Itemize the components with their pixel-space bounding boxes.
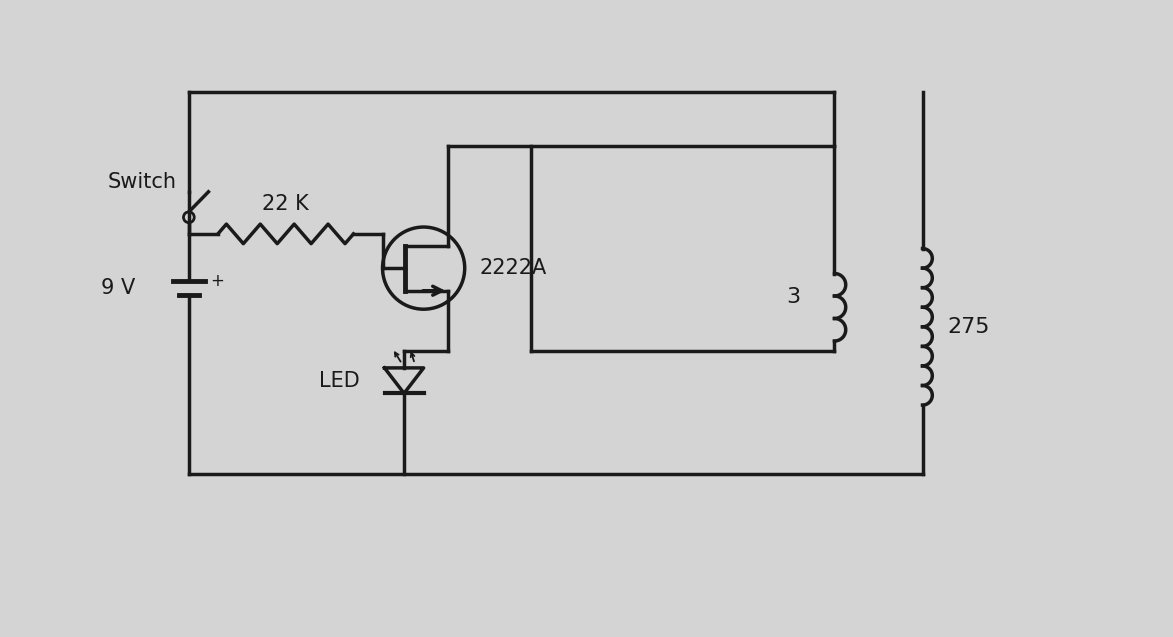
Text: +: + [210,272,224,290]
Text: 22 K: 22 K [263,194,308,214]
Text: 3: 3 [786,287,800,308]
Text: 275: 275 [947,317,990,337]
Text: Switch: Switch [108,172,177,192]
Text: 2222A: 2222A [480,258,547,278]
Text: LED: LED [319,371,360,390]
Text: 9 V: 9 V [101,278,135,297]
